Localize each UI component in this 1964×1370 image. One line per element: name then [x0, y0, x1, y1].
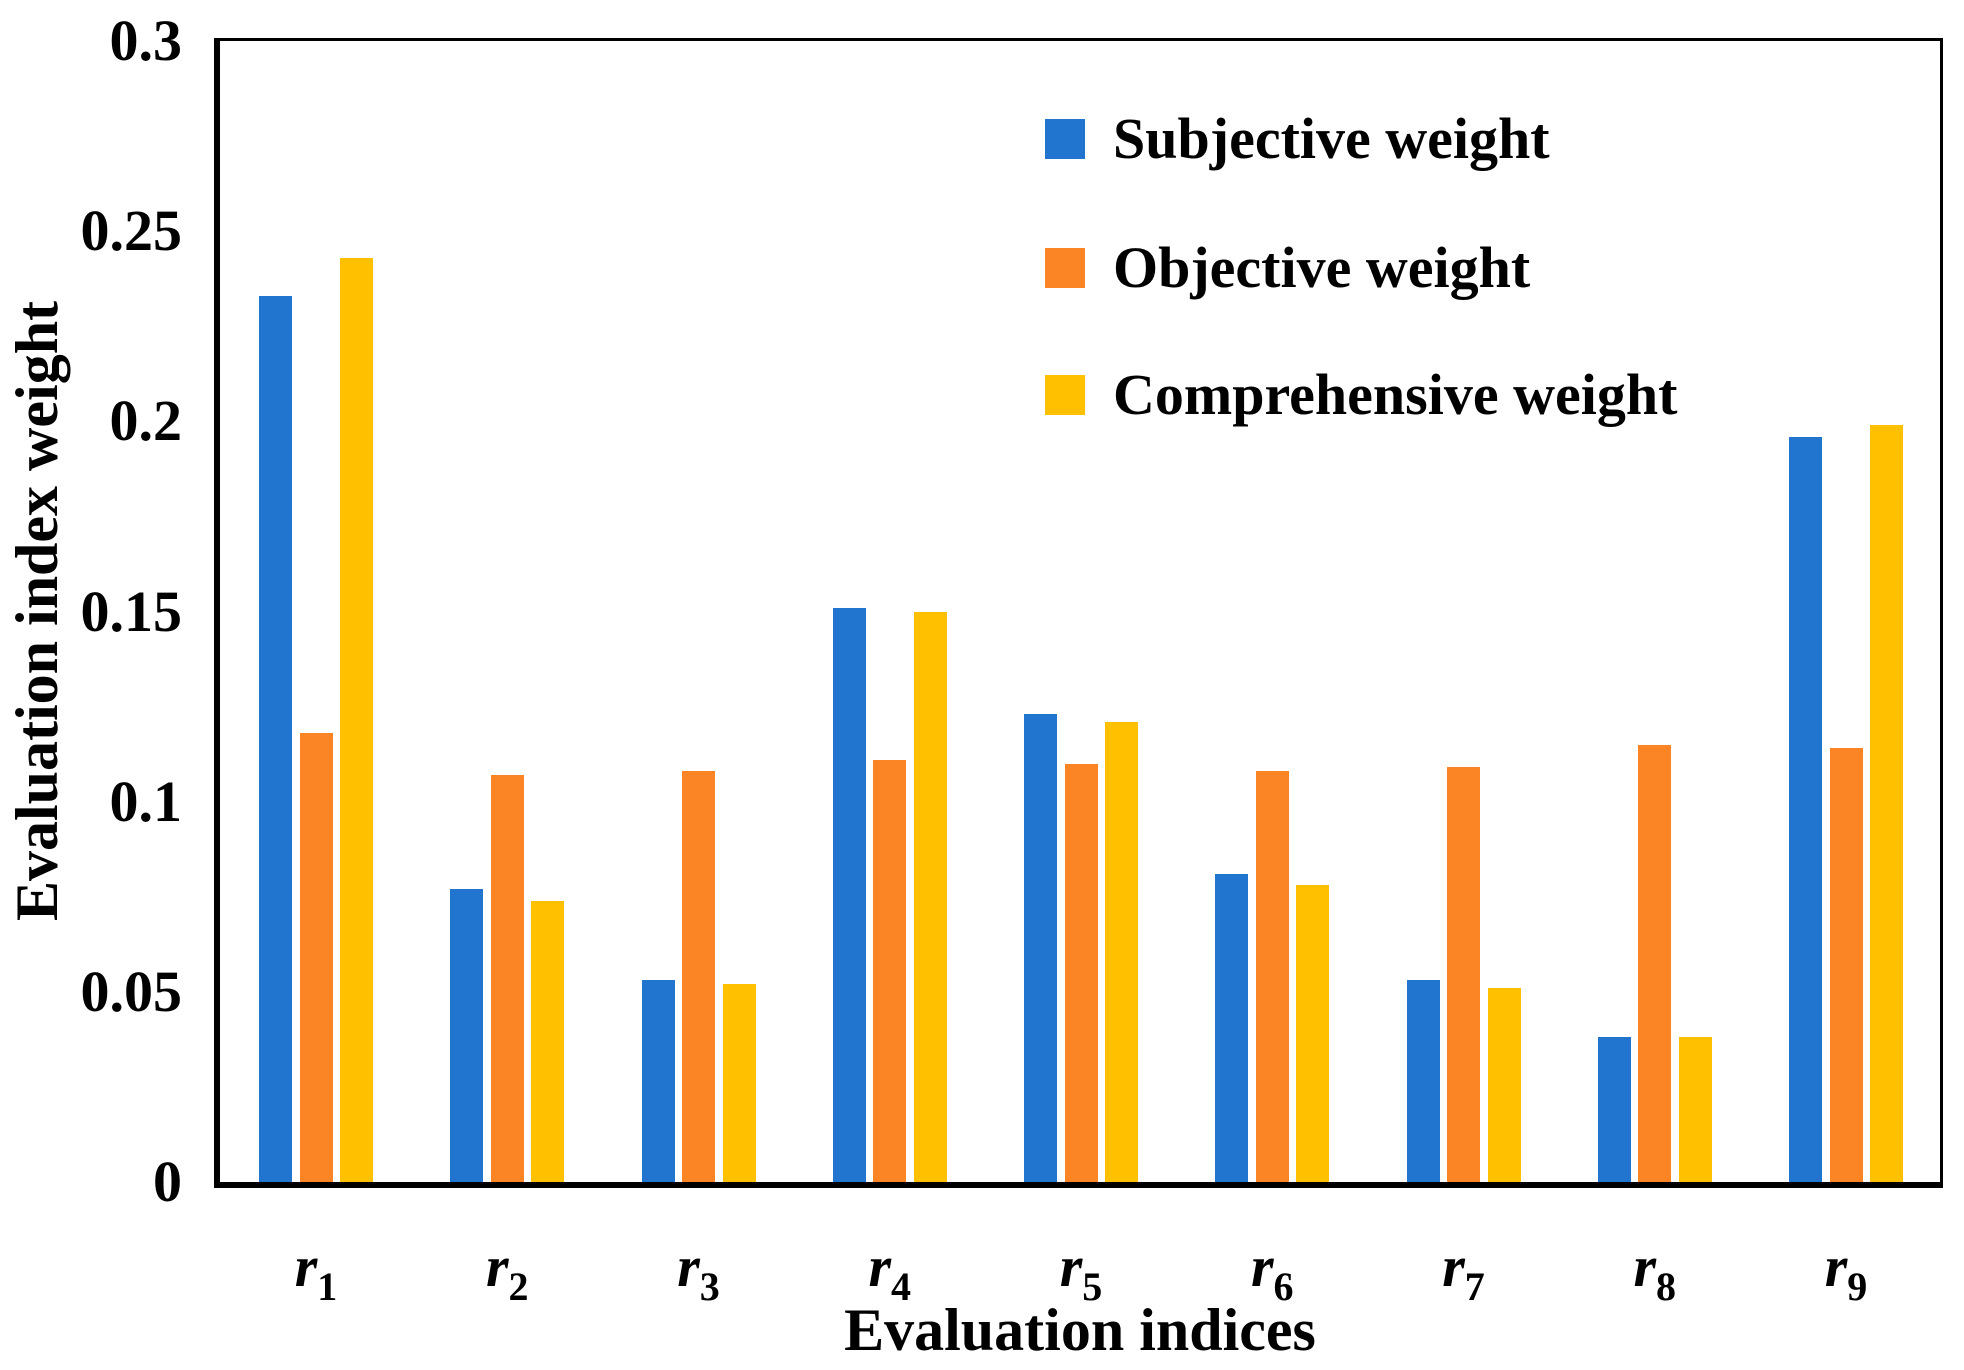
- x-tick-label-r5: r5: [1059, 1234, 1103, 1309]
- bar-r2-subjective-weight: [450, 889, 484, 1182]
- legend-item-comprehensive-weight: Comprehensive weight: [1045, 366, 1677, 424]
- bar-r4-subjective-weight: [832, 607, 866, 1182]
- bar-r4-comprehensive-weight: [913, 611, 947, 1182]
- y-tick-label-0.15: 0.15: [80, 578, 183, 644]
- x-tick-label-r6: r6: [1250, 1234, 1294, 1309]
- x-tick-label-r4: r4: [868, 1234, 912, 1309]
- y-tick-label-0: 0: [153, 1149, 182, 1214]
- x-tick-label-r1: r1: [294, 1234, 338, 1309]
- bar-r2-objective-weight: [490, 775, 524, 1182]
- y-tick-label-0.05: 0.05: [80, 958, 183, 1024]
- bar-r9-comprehensive-weight: [1870, 425, 1903, 1182]
- bar-r2-comprehensive-weight: [531, 900, 565, 1182]
- legend-item-subjective-weight: Subjective weight: [1045, 110, 1550, 168]
- x-tick-label-r3: r3: [677, 1234, 720, 1309]
- bar-r3-comprehensive-weight: [722, 984, 756, 1182]
- legend-swatch-objective-weight: [1045, 248, 1085, 288]
- bar-r3-objective-weight: [682, 771, 715, 1182]
- legend-swatch-comprehensive-weight: [1045, 375, 1085, 415]
- legend-swatch-subjective-weight: [1045, 119, 1085, 159]
- legend-label-comprehensive-weight: Comprehensive weight: [1113, 362, 1678, 427]
- legend-label-subjective-weight: Subjective weight: [1113, 106, 1550, 171]
- bar-r4-objective-weight: [873, 759, 907, 1182]
- bar-r5-objective-weight: [1064, 763, 1098, 1182]
- x-tick-label-r8: r8: [1633, 1234, 1677, 1309]
- x-tick-label-r9: r9: [1824, 1234, 1868, 1309]
- bar-r8-comprehensive-weight: [1678, 1037, 1712, 1182]
- y-tick-label-0.2: 0.2: [109, 388, 183, 454]
- bar-r6-comprehensive-weight: [1296, 885, 1330, 1182]
- y-tick-label-0.25: 0.25: [80, 198, 183, 264]
- bar-r9-objective-weight: [1829, 748, 1863, 1182]
- x-axis-title: Evaluation indices: [844, 1297, 1316, 1363]
- y-tick-label-0.1: 0.1: [109, 768, 183, 834]
- plot-area: [214, 38, 1943, 1188]
- bar-r7-subjective-weight: [1406, 980, 1440, 1182]
- y-tick-label-0.3: 0.3: [109, 8, 183, 73]
- bar-r1-comprehensive-weight: [340, 257, 373, 1182]
- bar-r8-subjective-weight: [1597, 1037, 1631, 1182]
- bar-r6-objective-weight: [1255, 771, 1289, 1182]
- bar-r3-subjective-weight: [641, 980, 675, 1182]
- bar-r9-subjective-weight: [1789, 436, 1822, 1182]
- bar-r1-subjective-weight: [259, 295, 292, 1182]
- x-tick-label-r7: r7: [1442, 1234, 1485, 1309]
- legend-label-objective-weight: Objective weight: [1113, 235, 1531, 300]
- x-tick-label-r2: r2: [485, 1234, 529, 1309]
- legend-item-objective-weight: Objective weight: [1045, 239, 1530, 297]
- bar-r5-subjective-weight: [1024, 714, 1057, 1182]
- bar-r6-subjective-weight: [1215, 873, 1249, 1182]
- bar-r7-objective-weight: [1447, 767, 1480, 1182]
- bar-r7-comprehensive-weight: [1487, 988, 1521, 1182]
- bar-r1-objective-weight: [299, 733, 333, 1182]
- bar-r8-objective-weight: [1638, 744, 1672, 1182]
- bar-r5-comprehensive-weight: [1105, 721, 1138, 1182]
